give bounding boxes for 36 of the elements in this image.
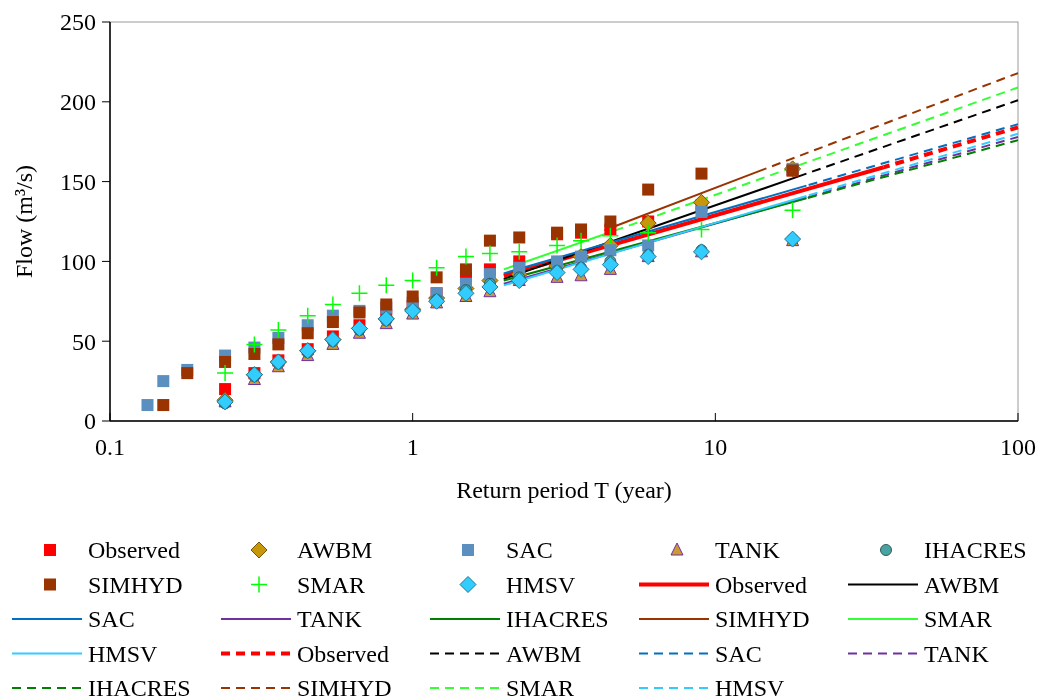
legend-label: IHACRES <box>506 606 609 633</box>
legend-label: AWBM <box>924 571 1000 598</box>
x-tick-label: 10 <box>703 434 728 460</box>
y-tick-label: 50 <box>72 328 96 355</box>
legend-label: AWBM <box>506 640 582 667</box>
legend-label: SAC <box>715 640 762 667</box>
legend-label: IHACRES <box>88 675 191 700</box>
x-tick-label: 100 <box>1000 434 1036 460</box>
legend-label: SAC <box>88 606 135 633</box>
y-tick-label: 250 <box>60 9 96 36</box>
legend-label: SMAR <box>506 675 575 700</box>
legend-label: SAC <box>506 537 553 564</box>
y-axis-title: Flow (m³/s) <box>11 164 37 279</box>
legend-label: HMSV <box>88 640 159 667</box>
y-tick-label: 0 <box>84 408 96 435</box>
legend-label: AWBM <box>297 537 373 564</box>
legend-label: SIMHYD <box>88 571 183 598</box>
y-tick-label: 100 <box>60 248 96 275</box>
legend-label: SIMHYD <box>297 675 392 700</box>
legend-label: IHACRES <box>924 537 1027 564</box>
legend-label: Observed <box>715 571 807 598</box>
x-tick-label: 1 <box>406 434 419 460</box>
legend-label: SMAR <box>924 606 993 633</box>
x-tick-label: 0.1 <box>95 434 125 460</box>
x-axis-title: Return period T (year) <box>456 477 672 503</box>
legend-label: HMSV <box>715 675 786 700</box>
legend-label: TANK <box>297 606 363 633</box>
legend-label: HMSV <box>506 571 577 598</box>
y-tick-label: 200 <box>60 89 96 116</box>
legend-label: SMAR <box>297 571 366 598</box>
legend-label: Observed <box>297 640 389 667</box>
legend-label: TANK <box>715 537 781 564</box>
legend-label: TANK <box>924 640 990 667</box>
legend-label: Observed <box>88 537 180 564</box>
legend-label: SIMHYD <box>715 606 810 633</box>
y-tick-label: 150 <box>60 169 96 195</box>
